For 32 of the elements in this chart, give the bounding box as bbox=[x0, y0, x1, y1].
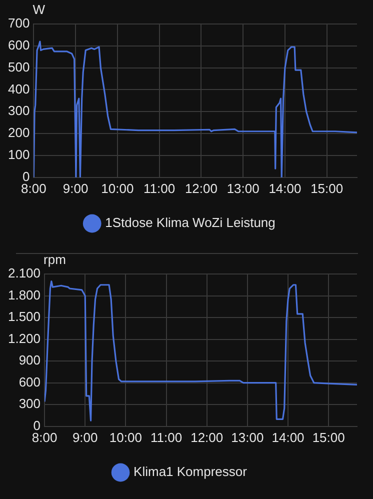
x-tick-label: 11:00 bbox=[150, 430, 182, 445]
y-tick-label: 500 bbox=[8, 59, 30, 74]
legend-label: 1Stdose Klima WoZi Leistung bbox=[105, 215, 276, 230]
y-tick-label: 600 bbox=[8, 37, 30, 52]
x-tick-label: 14:00 bbox=[272, 430, 304, 445]
y-tick-label: 2.100 bbox=[8, 266, 41, 281]
x-tick-label: 15:00 bbox=[310, 180, 344, 196]
x-tick-label: 15:00 bbox=[312, 430, 345, 445]
y-tick-label: 200 bbox=[8, 125, 30, 140]
x-tick-label: 12:00 bbox=[184, 180, 218, 196]
x-tick-label: 11:00 bbox=[144, 180, 176, 196]
y-tick-label: 400 bbox=[8, 81, 30, 96]
y-tick-label: 300 bbox=[8, 103, 30, 118]
x-tick-label: 9:00 bbox=[62, 180, 88, 196]
y-tick-label: 1.200 bbox=[8, 330, 41, 346]
x-tick-label: 10:00 bbox=[101, 180, 134, 196]
y-tick-label: 900 bbox=[18, 352, 41, 368]
y-tick-label: 300 bbox=[18, 396, 41, 412]
y-tick-label: 100 bbox=[8, 147, 30, 162]
legend-label: Klima1 Kompressor bbox=[134, 464, 248, 480]
x-tick-label: 14:00 bbox=[268, 180, 302, 196]
x-tick-label: 13:00 bbox=[231, 430, 264, 445]
y-axis-title: W bbox=[32, 2, 46, 18]
x-tick-label: 10:00 bbox=[109, 430, 142, 445]
y-tick-label: 600 bbox=[18, 374, 41, 390]
x-tick-label: 13:00 bbox=[226, 180, 260, 196]
y-tick-label: 1.500 bbox=[8, 309, 41, 324]
x-tick-label: 12:00 bbox=[190, 430, 224, 445]
y-tick-label: 700 bbox=[8, 16, 30, 31]
y-axis-title: rpm bbox=[44, 252, 66, 268]
y-tick-label: 1.800 bbox=[8, 287, 41, 302]
x-tick-label: 9:00 bbox=[72, 430, 98, 445]
